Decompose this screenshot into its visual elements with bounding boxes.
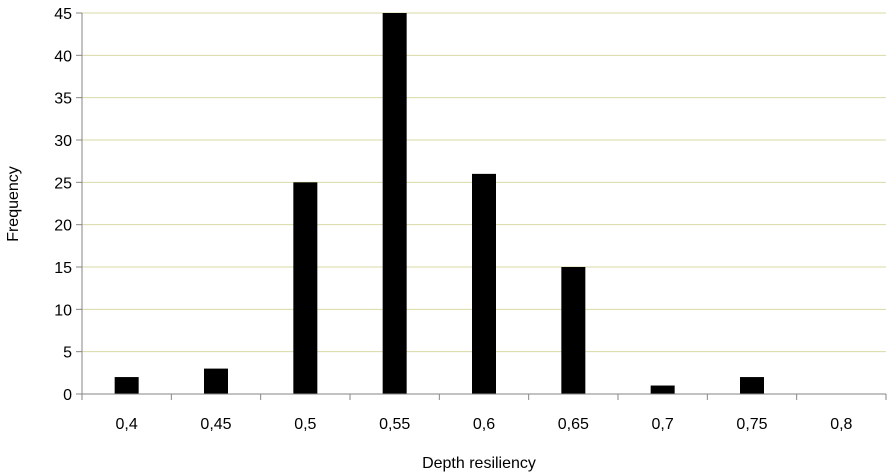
x-tick-label: 0,5 [294, 416, 316, 433]
bar [561, 267, 586, 394]
x-tick-label: 0,6 [473, 416, 495, 433]
y-tick-label: 5 [63, 345, 72, 362]
bar [472, 173, 496, 394]
y-tick-label: 15 [54, 260, 72, 277]
y-axis-title: Frequency [5, 166, 22, 242]
x-axis-title: Depth resiliency [422, 455, 536, 472]
y-tick-label: 30 [54, 133, 72, 150]
bar [114, 377, 139, 394]
y-tick-label: 0 [63, 387, 72, 404]
y-tick-label: 40 [54, 48, 72, 65]
bars [114, 13, 764, 394]
bar [382, 13, 407, 394]
x-tick-label: 0,8 [830, 416, 852, 433]
x-tick-label: 0,55 [379, 416, 410, 433]
y-tick-label: 35 [54, 91, 72, 108]
y-tick-label: 25 [54, 175, 72, 192]
bar [740, 377, 764, 394]
x-tick-label: 0,75 [736, 416, 767, 433]
y-tick-label: 20 [54, 218, 72, 235]
y-tick-label: 10 [54, 302, 72, 319]
bar [293, 182, 318, 394]
tick-labels: 0 5 10 15 20 25 30 35 40 45 0,4 0,45 0,5 0,55 0,6 0,65 0… [54, 6, 852, 433]
x-tick-label: 0,45 [200, 416, 231, 433]
y-tick-label: 45 [54, 6, 72, 23]
bar [650, 385, 675, 394]
bar [204, 368, 228, 394]
axes [76, 12, 887, 400]
x-tick-label: 0,65 [558, 416, 589, 433]
x-tick-label: 0,7 [652, 416, 674, 433]
x-tick-label: 0,4 [116, 416, 138, 433]
